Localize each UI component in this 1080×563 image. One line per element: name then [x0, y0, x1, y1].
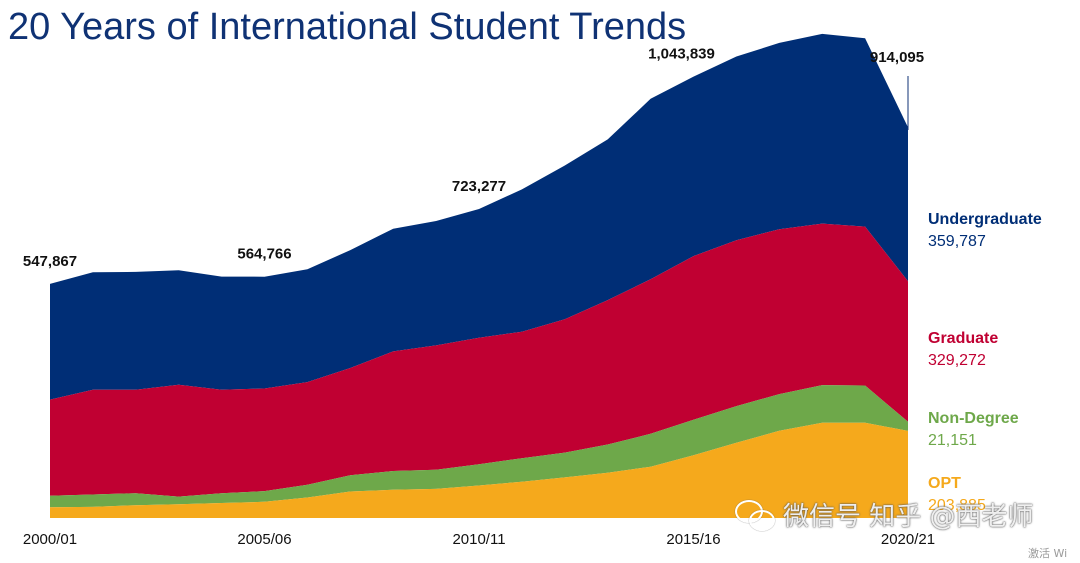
legend-value: 329,272	[928, 352, 986, 369]
legend-value: 203,885	[928, 497, 986, 514]
legend-name: Graduate	[928, 330, 998, 347]
x-tick-label: 2020/21	[881, 531, 935, 548]
legend: OPT 203,885 Non-Degree 21,151 Graduate 329,27…	[928, 211, 1042, 514]
total-label: 723,277	[452, 178, 506, 195]
total-label: 547,867	[23, 253, 77, 270]
legend-value: 359,787	[928, 233, 986, 250]
legend-name: Undergraduate	[928, 211, 1042, 228]
x-tick-label: 2010/11	[452, 531, 505, 548]
total-label: 914,095	[870, 49, 924, 66]
watermark-text: 微信号 知乎 @西老师	[783, 502, 1034, 532]
x-tick-label: 2005/06	[237, 531, 291, 548]
area-opt	[50, 422, 908, 518]
area-non-degree	[50, 385, 908, 508]
corner-text: 激活 Wi	[1028, 547, 1068, 560]
total-label: 1,043,839	[648, 46, 715, 63]
area-layer	[50, 33, 908, 518]
total-labels: 547,867 564,766 723,277 1,043,839 914,095	[23, 46, 924, 270]
area-undergraduate	[50, 33, 908, 400]
total-label: 564,766	[237, 246, 291, 263]
x-axis-ticks: 2000/01 2005/06 2010/11 2015/16 2020/21	[23, 531, 935, 548]
legend-name: Non-Degree	[928, 410, 1019, 427]
x-tick-label: 2015/16	[666, 531, 720, 548]
watermark: 微信号 知乎 @西老师	[735, 496, 1034, 533]
legend-name: OPT	[928, 475, 961, 492]
wechat-icon	[735, 499, 775, 531]
x-tick-label: 2000/01	[23, 531, 77, 548]
legend-value: 21,151	[928, 432, 977, 449]
chart-title: 20 Years of International Student Trends	[8, 6, 687, 48]
area-graduate	[50, 223, 908, 497]
